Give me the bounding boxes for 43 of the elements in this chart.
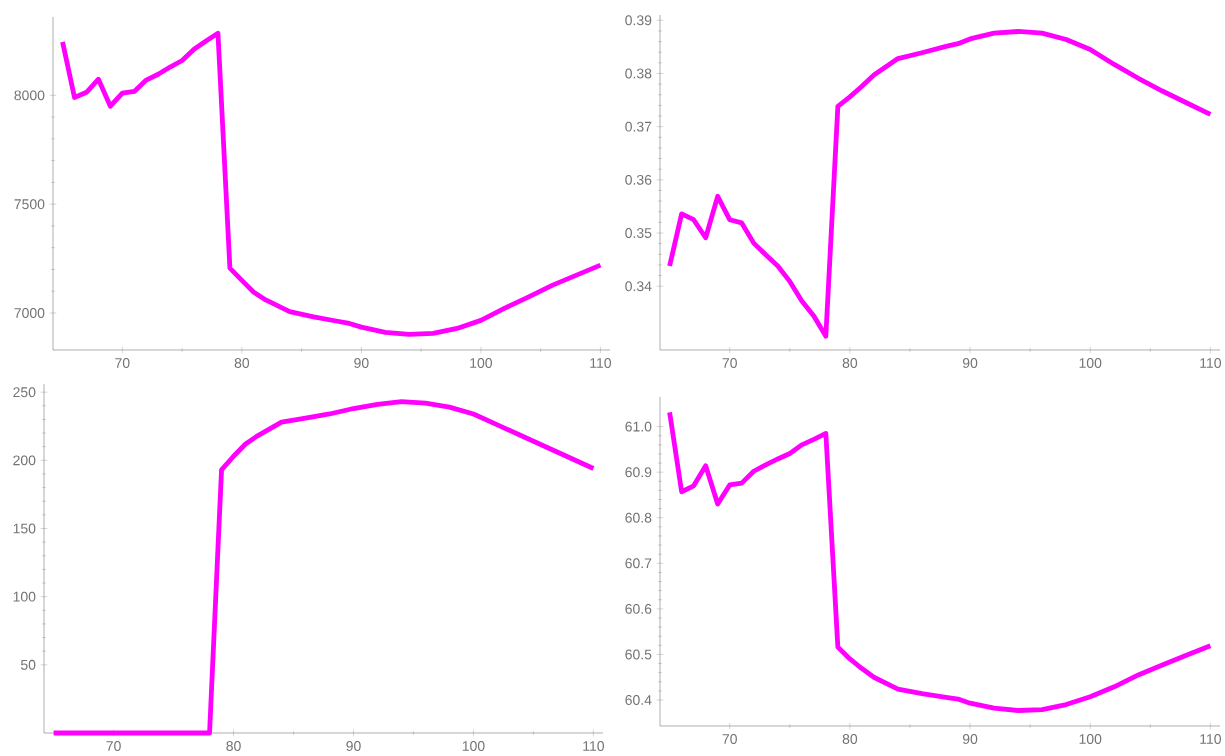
y-tick-label: 100 [13, 591, 36, 602]
x-tick-label: 80 [234, 358, 250, 368]
x-tick-label: 100 [1079, 358, 1102, 368]
y-tick-label: 50 [20, 659, 36, 670]
y-tick-label: 60.6 [625, 603, 652, 614]
y-tick-label: 0.37 [625, 121, 652, 132]
y-tick-label: 60.5 [625, 649, 652, 660]
x-tick-label: 80 [226, 741, 241, 751]
y-tick-label: 60.9 [625, 467, 652, 478]
y-tick-label: 0.38 [625, 68, 652, 79]
x-tick-label: 100 [462, 741, 485, 751]
x-tick-label: 110 [583, 741, 605, 751]
x-tick-label: 100 [470, 358, 493, 368]
x-tick-label: 90 [962, 358, 978, 368]
x-tick-label: 70 [722, 358, 737, 368]
x-tick-label: 70 [722, 734, 737, 744]
x-tick-label: 70 [106, 741, 121, 751]
y-tick-label: 7000 [14, 308, 45, 318]
y-tick-label: 60.8 [625, 512, 652, 523]
y-tick-label: 0.34 [625, 281, 652, 292]
x-tick-label: 110 [1200, 358, 1221, 368]
x-tick-label: 90 [346, 741, 361, 751]
x-tick-label: 70 [115, 358, 130, 368]
y-tick-label: 250 [13, 387, 36, 398]
x-tick-label: 100 [1079, 734, 1102, 744]
y-tick-label: 0.36 [625, 174, 652, 185]
x-tick-label: 90 [962, 734, 978, 744]
y-tick-label: 200 [13, 455, 36, 466]
x-tick-label: 110 [1200, 734, 1221, 744]
line-series [667, 410, 1213, 713]
y-tick-label: 61.0 [625, 421, 652, 432]
y-tick-label: 60.4 [625, 695, 652, 705]
x-tick-label: 110 [590, 358, 612, 368]
x-tick-label: 90 [354, 358, 369, 368]
y-tick-label: 150 [13, 523, 36, 534]
y-tick-label: 8000 [14, 90, 45, 101]
line-series [667, 29, 1213, 339]
y-tick-label: 0.35 [625, 228, 652, 238]
y-tick-label: 60.7 [625, 558, 652, 569]
y-tick-label: 7500 [14, 199, 45, 210]
x-tick-label: 80 [842, 358, 858, 368]
x-tick-label: 80 [842, 734, 858, 744]
y-tick-label: 0.39 [625, 15, 652, 26]
